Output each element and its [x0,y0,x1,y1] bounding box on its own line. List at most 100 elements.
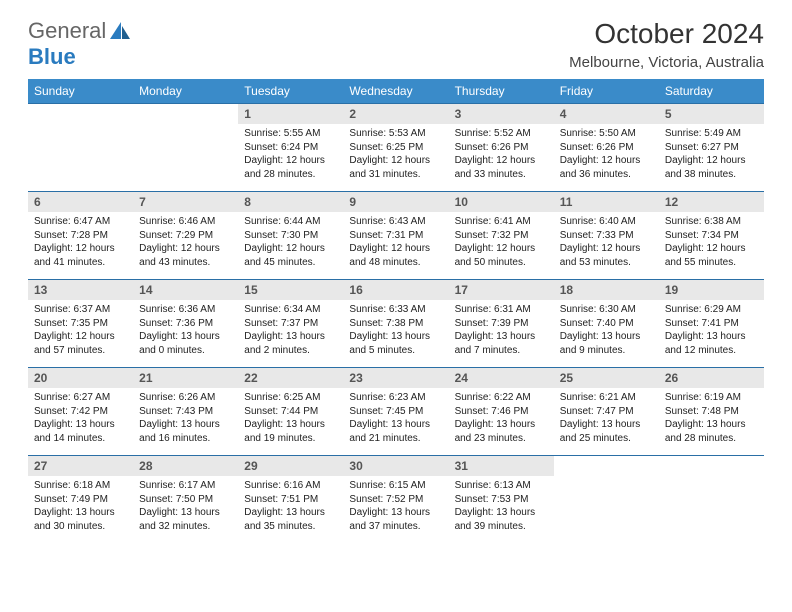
calendar-week-row: 20Sunrise: 6:27 AMSunset: 7:42 PMDayligh… [28,368,764,456]
day-number: 10 [449,192,554,212]
calendar-day-cell [659,456,764,544]
day-details: Sunrise: 6:15 AMSunset: 7:52 PMDaylight:… [343,476,448,537]
day-number: 1 [238,104,343,124]
calendar-day-cell: 9Sunrise: 6:43 AMSunset: 7:31 PMDaylight… [343,192,448,280]
day-details: Sunrise: 6:40 AMSunset: 7:33 PMDaylight:… [554,212,659,273]
calendar-day-cell: 4Sunrise: 5:50 AMSunset: 6:26 PMDaylight… [554,104,659,192]
day-number: 30 [343,456,448,476]
day-details: Sunrise: 5:50 AMSunset: 6:26 PMDaylight:… [554,124,659,185]
day-header-row: SundayMondayTuesdayWednesdayThursdayFrid… [28,79,764,104]
calendar-day-cell: 25Sunrise: 6:21 AMSunset: 7:47 PMDayligh… [554,368,659,456]
logo-text-blue: Blue [28,44,76,69]
day-number: 26 [659,368,764,388]
calendar-week-row: 27Sunrise: 6:18 AMSunset: 7:49 PMDayligh… [28,456,764,544]
day-details: Sunrise: 6:18 AMSunset: 7:49 PMDaylight:… [28,476,133,537]
day-details: Sunrise: 5:53 AMSunset: 6:25 PMDaylight:… [343,124,448,185]
day-details: Sunrise: 6:19 AMSunset: 7:48 PMDaylight:… [659,388,764,449]
day-details: Sunrise: 6:43 AMSunset: 7:31 PMDaylight:… [343,212,448,273]
day-number: 2 [343,104,448,124]
day-number: 29 [238,456,343,476]
day-details: Sunrise: 6:37 AMSunset: 7:35 PMDaylight:… [28,300,133,361]
day-number: 20 [28,368,133,388]
calendar-day-cell: 20Sunrise: 6:27 AMSunset: 7:42 PMDayligh… [28,368,133,456]
calendar-day-cell: 15Sunrise: 6:34 AMSunset: 7:37 PMDayligh… [238,280,343,368]
day-details: Sunrise: 6:21 AMSunset: 7:47 PMDaylight:… [554,388,659,449]
calendar-day-cell: 2Sunrise: 5:53 AMSunset: 6:25 PMDaylight… [343,104,448,192]
month-title: October 2024 [569,18,764,50]
day-number: 5 [659,104,764,124]
calendar-day-cell [133,104,238,192]
calendar-week-row: 13Sunrise: 6:37 AMSunset: 7:35 PMDayligh… [28,280,764,368]
day-number: 25 [554,368,659,388]
day-number: 15 [238,280,343,300]
calendar-body: 1Sunrise: 5:55 AMSunset: 6:24 PMDaylight… [28,104,764,544]
day-number: 22 [238,368,343,388]
day-details: Sunrise: 6:29 AMSunset: 7:41 PMDaylight:… [659,300,764,361]
day-header: Wednesday [343,79,448,104]
location-text: Melbourne, Victoria, Australia [569,54,764,71]
day-details: Sunrise: 6:33 AMSunset: 7:38 PMDaylight:… [343,300,448,361]
day-number: 19 [659,280,764,300]
day-details: Sunrise: 6:46 AMSunset: 7:29 PMDaylight:… [133,212,238,273]
day-number: 31 [449,456,554,476]
day-details: Sunrise: 6:23 AMSunset: 7:45 PMDaylight:… [343,388,448,449]
calendar-day-cell [28,104,133,192]
calendar-day-cell: 22Sunrise: 6:25 AMSunset: 7:44 PMDayligh… [238,368,343,456]
day-number: 28 [133,456,238,476]
day-details: Sunrise: 5:55 AMSunset: 6:24 PMDaylight:… [238,124,343,185]
header: General October 2024 Melbourne, Victoria… [28,18,764,71]
calendar-day-cell: 27Sunrise: 6:18 AMSunset: 7:49 PMDayligh… [28,456,133,544]
calendar-day-cell: 7Sunrise: 6:46 AMSunset: 7:29 PMDaylight… [133,192,238,280]
calendar-table: SundayMondayTuesdayWednesdayThursdayFrid… [28,79,764,544]
day-number: 24 [449,368,554,388]
calendar-day-cell: 5Sunrise: 5:49 AMSunset: 6:27 PMDaylight… [659,104,764,192]
calendar-day-cell: 10Sunrise: 6:41 AMSunset: 7:32 PMDayligh… [449,192,554,280]
logo: General [28,18,134,44]
day-header: Saturday [659,79,764,104]
calendar-day-cell: 13Sunrise: 6:37 AMSunset: 7:35 PMDayligh… [28,280,133,368]
calendar-day-cell [554,456,659,544]
calendar-day-cell: 19Sunrise: 6:29 AMSunset: 7:41 PMDayligh… [659,280,764,368]
calendar-day-cell: 1Sunrise: 5:55 AMSunset: 6:24 PMDaylight… [238,104,343,192]
calendar-day-cell: 12Sunrise: 6:38 AMSunset: 7:34 PMDayligh… [659,192,764,280]
day-details: Sunrise: 6:36 AMSunset: 7:36 PMDaylight:… [133,300,238,361]
calendar-day-cell: 16Sunrise: 6:33 AMSunset: 7:38 PMDayligh… [343,280,448,368]
day-number: 14 [133,280,238,300]
day-number: 13 [28,280,133,300]
day-number: 18 [554,280,659,300]
day-number: 12 [659,192,764,212]
day-details: Sunrise: 6:13 AMSunset: 7:53 PMDaylight:… [449,476,554,537]
day-details: Sunrise: 6:41 AMSunset: 7:32 PMDaylight:… [449,212,554,273]
day-number: 27 [28,456,133,476]
day-header: Friday [554,79,659,104]
calendar-day-cell: 30Sunrise: 6:15 AMSunset: 7:52 PMDayligh… [343,456,448,544]
calendar-day-cell: 17Sunrise: 6:31 AMSunset: 7:39 PMDayligh… [449,280,554,368]
calendar-day-cell: 6Sunrise: 6:47 AMSunset: 7:28 PMDaylight… [28,192,133,280]
calendar-day-cell: 26Sunrise: 6:19 AMSunset: 7:48 PMDayligh… [659,368,764,456]
day-number: 3 [449,104,554,124]
logo-sail-icon [110,22,132,40]
calendar-day-cell: 18Sunrise: 6:30 AMSunset: 7:40 PMDayligh… [554,280,659,368]
day-header: Tuesday [238,79,343,104]
day-number: 7 [133,192,238,212]
title-block: October 2024 Melbourne, Victoria, Austra… [569,18,764,71]
day-details: Sunrise: 6:17 AMSunset: 7:50 PMDaylight:… [133,476,238,537]
day-number: 4 [554,104,659,124]
day-details: Sunrise: 6:27 AMSunset: 7:42 PMDaylight:… [28,388,133,449]
day-details: Sunrise: 6:26 AMSunset: 7:43 PMDaylight:… [133,388,238,449]
day-number: 11 [554,192,659,212]
calendar-day-cell: 23Sunrise: 6:23 AMSunset: 7:45 PMDayligh… [343,368,448,456]
day-header: Sunday [28,79,133,104]
day-details: Sunrise: 6:44 AMSunset: 7:30 PMDaylight:… [238,212,343,273]
calendar-day-cell: 8Sunrise: 6:44 AMSunset: 7:30 PMDaylight… [238,192,343,280]
day-details: Sunrise: 6:16 AMSunset: 7:51 PMDaylight:… [238,476,343,537]
calendar-day-cell: 31Sunrise: 6:13 AMSunset: 7:53 PMDayligh… [449,456,554,544]
day-number: 21 [133,368,238,388]
calendar-day-cell: 11Sunrise: 6:40 AMSunset: 7:33 PMDayligh… [554,192,659,280]
day-number: 17 [449,280,554,300]
day-details: Sunrise: 6:38 AMSunset: 7:34 PMDaylight:… [659,212,764,273]
day-number: 23 [343,368,448,388]
day-number: 6 [28,192,133,212]
day-details: Sunrise: 6:34 AMSunset: 7:37 PMDaylight:… [238,300,343,361]
day-details: Sunrise: 5:52 AMSunset: 6:26 PMDaylight:… [449,124,554,185]
